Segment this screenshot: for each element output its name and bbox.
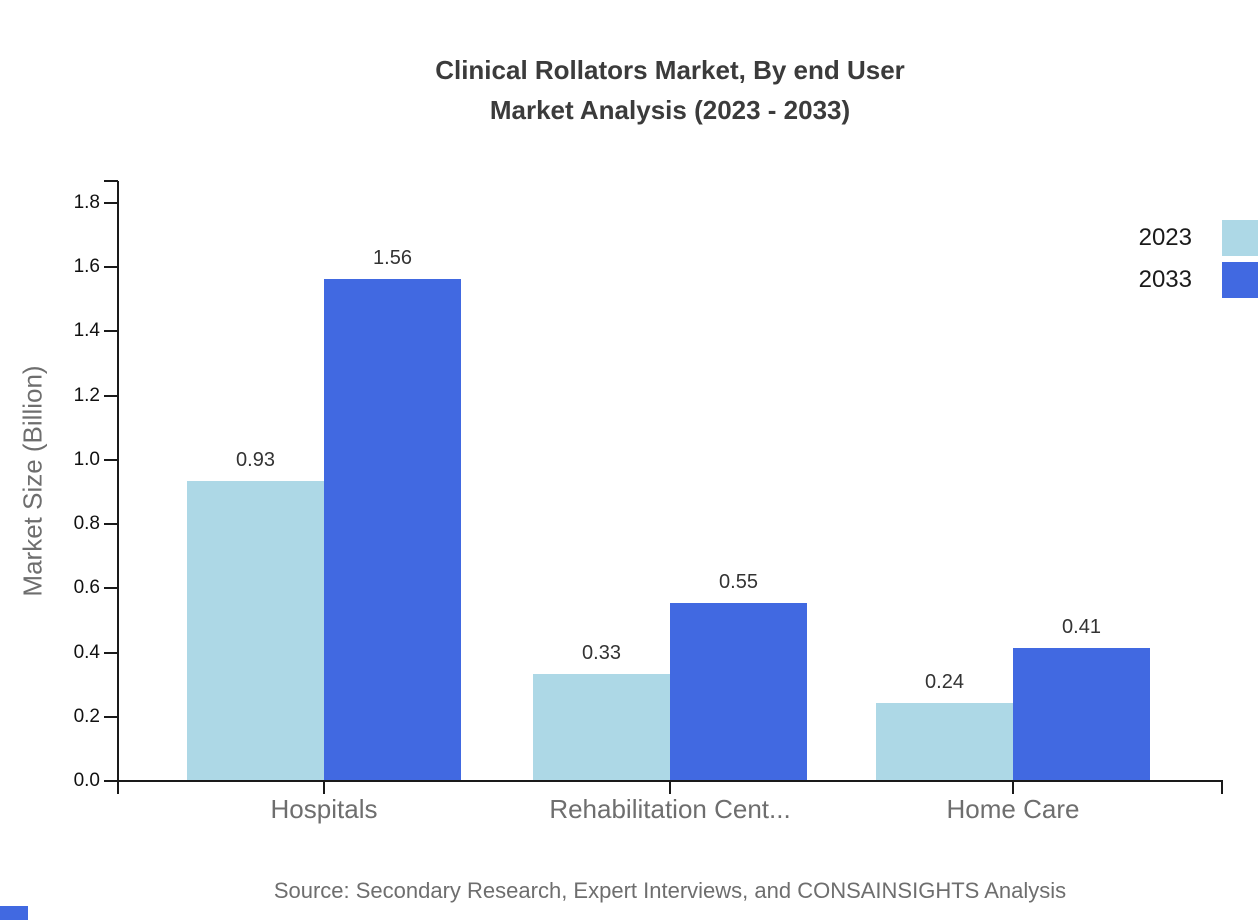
bar-2023-hospitals[interactable]: [187, 481, 324, 780]
y-tick-mark: [104, 459, 118, 461]
y-tick-mark: [104, 395, 118, 397]
legend-label-2033[interactable]: 2033: [1138, 266, 1192, 293]
source-note: Source: Secondary Research, Expert Inter…: [273, 878, 1067, 903]
bar-value-label: 0.33: [582, 642, 621, 664]
chart-title-line1: Clinical Rollators Market, By end User: [435, 55, 905, 85]
x-tick-mark: [323, 781, 325, 794]
bar-value-label: 0.24: [925, 671, 964, 693]
y-tick-mark: [104, 266, 118, 268]
y-tick-mark: [104, 587, 118, 589]
bar-2023-rehabilitation-cent-[interactable]: [533, 674, 670, 780]
y-tick-label: 1.8: [73, 192, 100, 213]
y-axis-end-tick: [104, 180, 118, 182]
y-tick-label: 0.4: [73, 642, 100, 663]
y-tick-label: 1.0: [73, 449, 100, 470]
y-axis-line: [117, 181, 119, 794]
y-tick-label: 0.6: [73, 577, 100, 598]
bar-2033-home-care[interactable]: [1013, 648, 1150, 780]
x-axis-end-tick: [1221, 781, 1223, 794]
y-tick-mark: [104, 780, 118, 782]
y-tick-label: 1.6: [73, 256, 100, 277]
y-tick-label: 0.2: [73, 706, 100, 727]
x-tick-mark: [1012, 781, 1014, 794]
y-tick-mark: [104, 652, 118, 654]
bar-value-label: 1.56: [373, 247, 412, 269]
x-category-label: Home Care: [946, 794, 1080, 824]
bar-2023-home-care[interactable]: [876, 703, 1013, 780]
bar-value-label: 0.55: [719, 571, 758, 593]
y-tick-mark: [104, 330, 118, 332]
bar-value-label: 0.93: [236, 449, 275, 471]
brand-corner-mark: [0, 906, 28, 920]
x-category-label: Rehabilitation Cent...: [549, 794, 791, 824]
y-tick-label: 1.2: [73, 385, 100, 406]
y-tick-mark: [104, 523, 118, 525]
y-tick-mark: [104, 202, 118, 204]
bar-2033-hospitals[interactable]: [324, 279, 461, 780]
legend-swatch-2033[interactable]: [1222, 262, 1258, 298]
x-tick-mark: [669, 781, 671, 794]
y-tick-label: 0.8: [73, 513, 100, 534]
chart-title: Clinical Rollators Market, By end User M…: [118, 50, 1222, 130]
chart-title-line2: Market Analysis (2023 - 2033): [489, 95, 851, 125]
bar-2033-rehabilitation-cent-[interactable]: [670, 603, 807, 780]
y-tick-label: 0.0: [73, 770, 100, 791]
legend-label-2023[interactable]: 2023: [1138, 224, 1192, 251]
y-tick-mark: [104, 716, 118, 718]
legend-swatch-2023[interactable]: [1222, 220, 1258, 256]
x-category-label: Hospitals: [270, 794, 378, 824]
y-tick-label: 1.4: [73, 320, 100, 341]
bar-value-label: 0.41: [1062, 616, 1101, 638]
origin-end-tick: [117, 781, 119, 794]
